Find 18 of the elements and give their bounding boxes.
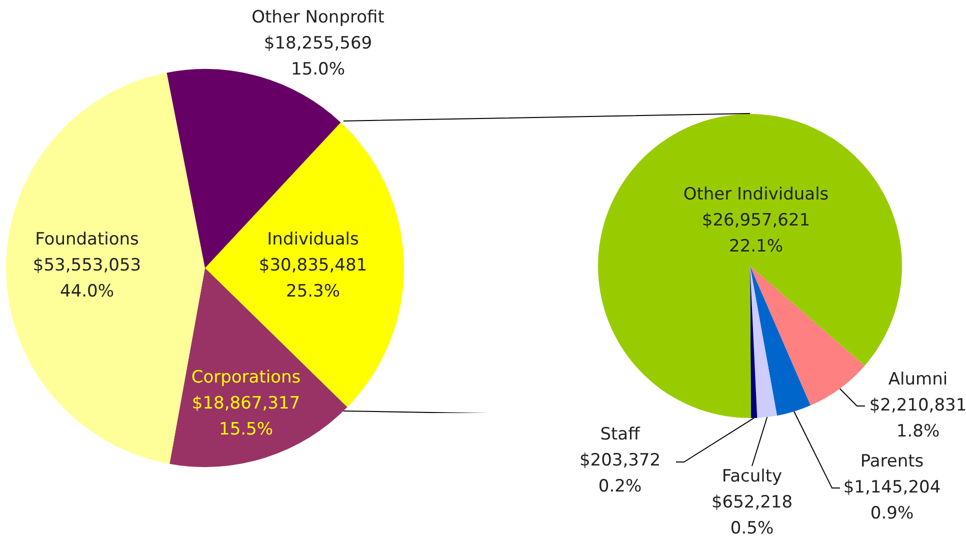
data-label: $18,255,569 15.0% <box>264 33 372 80</box>
data-label: $203,372 0.2% <box>579 450 661 496</box>
data-label: $1,145,204 0.9% <box>843 477 941 524</box>
data-label: $18,867,317 15.5% <box>192 393 300 440</box>
slice-label: Alumni <box>888 369 948 390</box>
slice-label: Foundations <box>35 229 140 250</box>
slice-label: Corporations <box>191 367 301 388</box>
slice-label: Other Nonprofit <box>252 7 385 28</box>
data-label: $652,218 0.5% <box>711 492 793 538</box>
slice-label: Individuals <box>267 229 359 250</box>
slice-label: Staff <box>600 424 642 444</box>
data-label: $26,957,621 22.1% <box>702 210 810 256</box>
slice-label: Parents <box>860 451 924 472</box>
data-label: $53,553,053 44.0% <box>32 255 142 302</box>
data-label: $2,210,831 1.8% <box>869 395 966 442</box>
slice-label: Other Individuals <box>683 184 829 204</box>
slice-label: Faculty <box>722 466 782 486</box>
data-label: $30,835,481 25.3% <box>258 255 368 302</box>
